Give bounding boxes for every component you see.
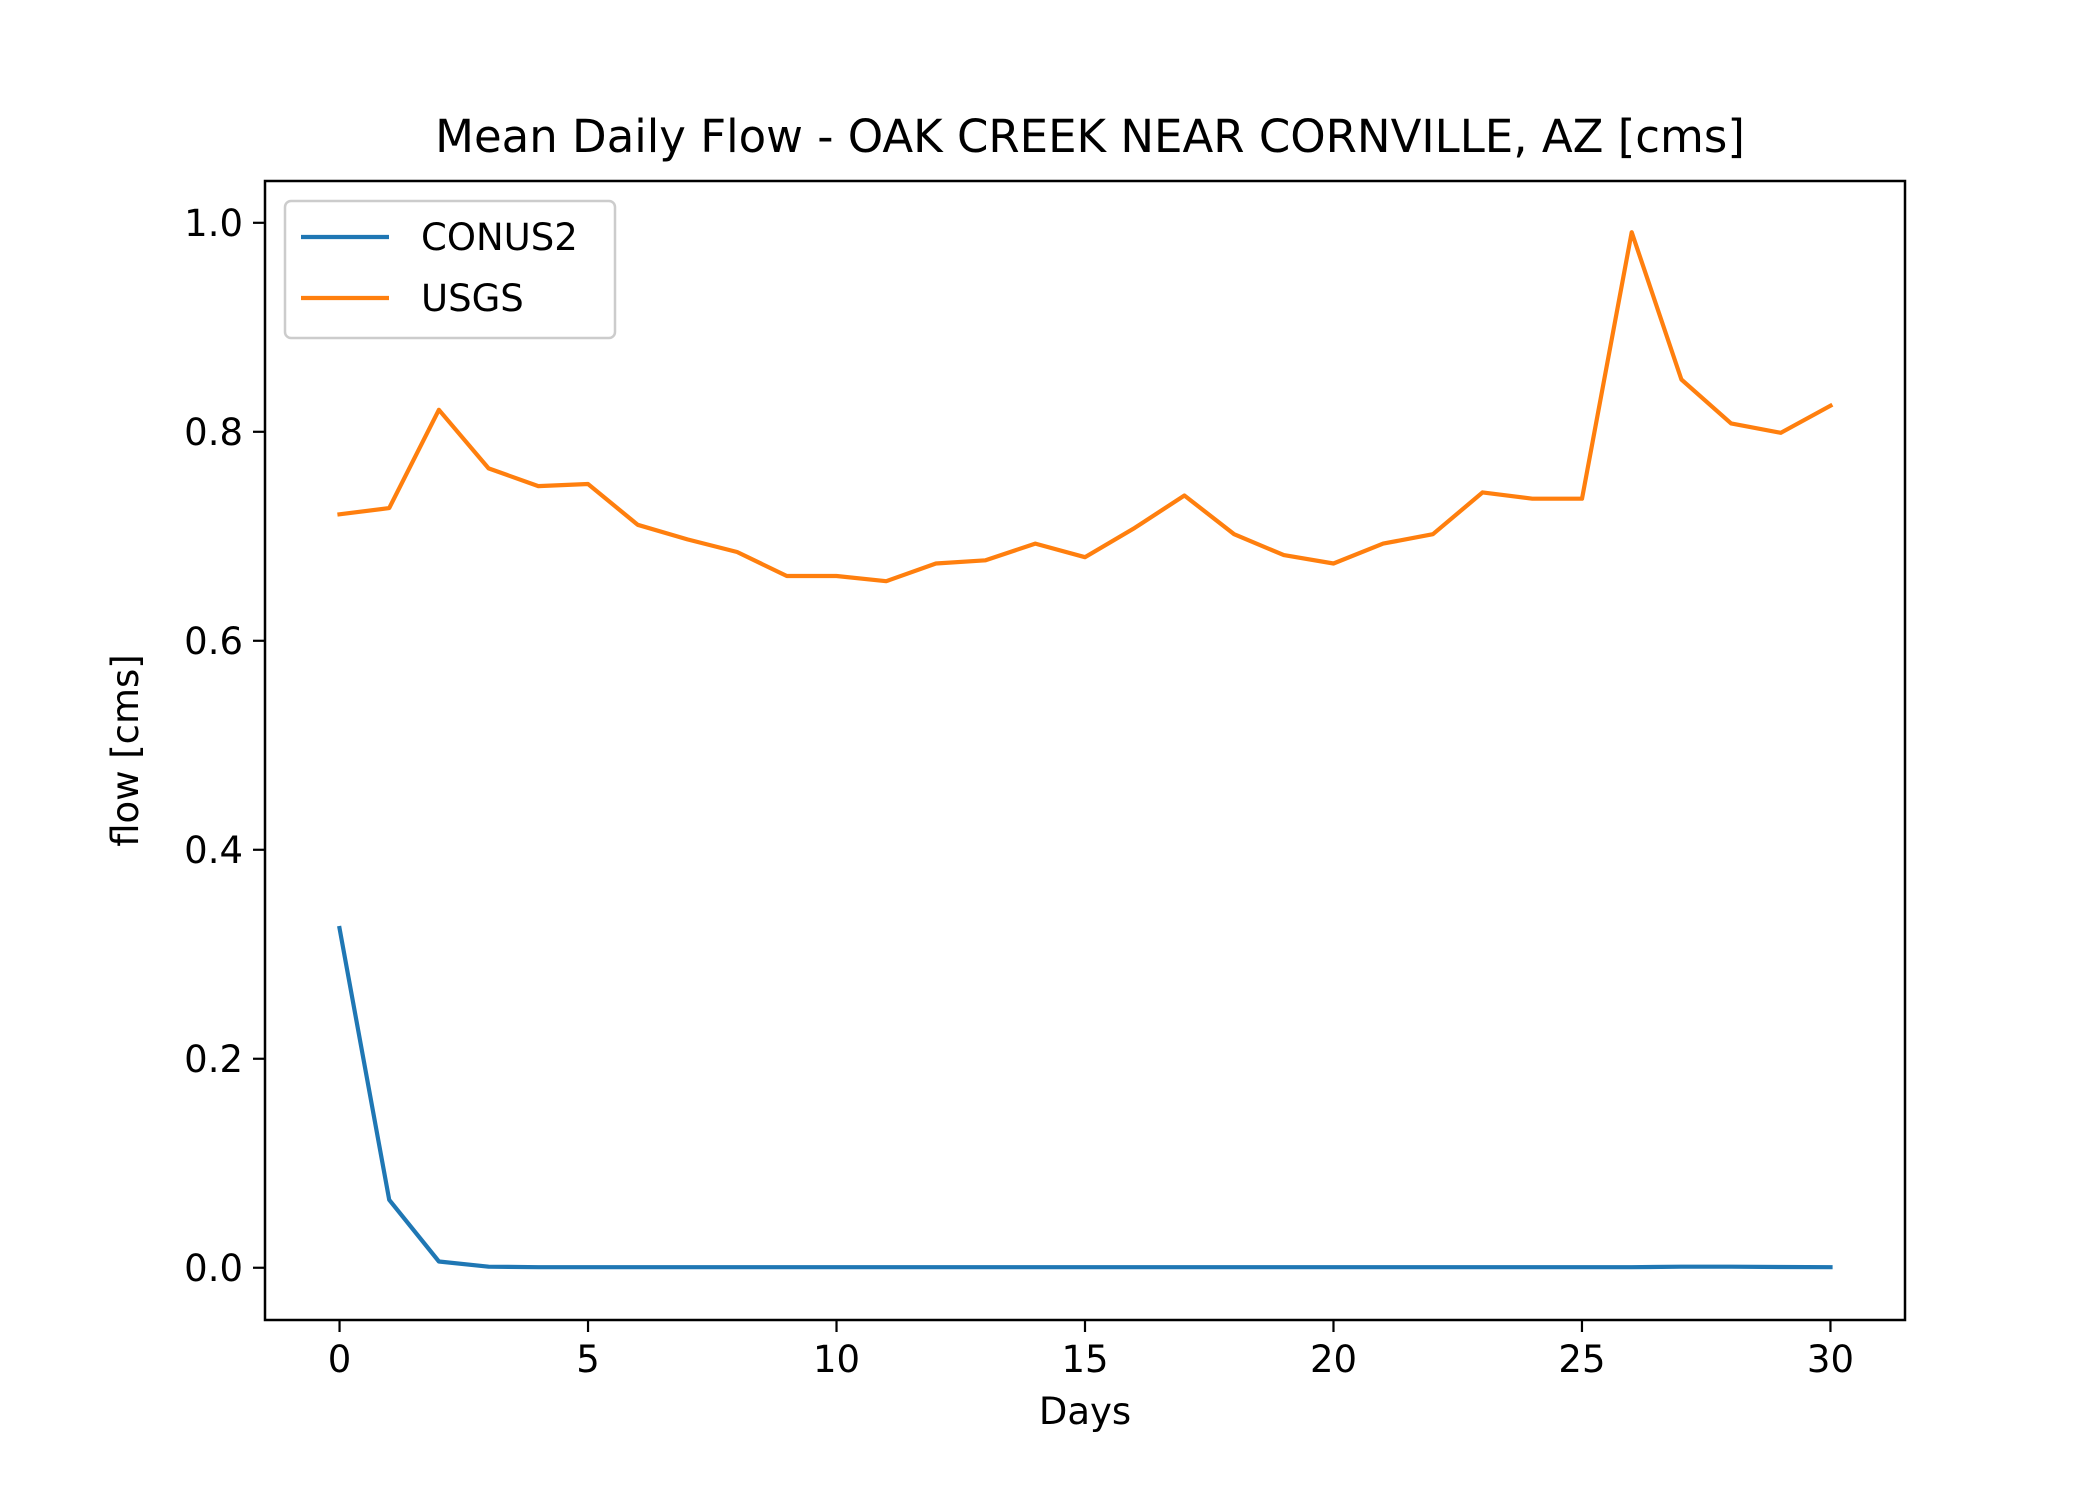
series-line-usgs bbox=[337, 230, 1834, 584]
y-tick-label: 0.6 bbox=[184, 620, 243, 663]
y-tick-label: 0.2 bbox=[184, 1038, 243, 1081]
legend: CONUS2 USGS bbox=[283, 199, 617, 340]
plot-area bbox=[337, 230, 1834, 1270]
y-tick-label: 1.0 bbox=[184, 202, 243, 245]
chart-title: Mean Daily Flow - OAK CREEK NEAR CORNVIL… bbox=[435, 110, 1745, 163]
y-tick-label: 0.8 bbox=[184, 411, 243, 454]
x-tick-label: 20 bbox=[1310, 1338, 1357, 1381]
legend-label-usgs: USGS bbox=[421, 277, 524, 320]
x-tick-label: 25 bbox=[1558, 1338, 1605, 1381]
x-tick-label: 15 bbox=[1061, 1338, 1108, 1381]
y-axis: 0.0 0.2 0.4 0.6 0.8 1.0 bbox=[184, 202, 265, 1290]
y-tick-label: 0.0 bbox=[184, 1247, 243, 1290]
series-line-conus2 bbox=[337, 925, 1833, 1270]
y-tick-label: 0.4 bbox=[184, 829, 243, 872]
legend-label-conus2: CONUS2 bbox=[421, 216, 578, 259]
y-axis-label: flow [cms] bbox=[104, 654, 147, 847]
x-tick-label: 10 bbox=[813, 1338, 860, 1381]
x-tick-label: 0 bbox=[328, 1338, 352, 1381]
x-axis-label: Days bbox=[1039, 1390, 1131, 1433]
x-axis: 0 5 10 15 20 25 30 bbox=[328, 1320, 1854, 1381]
x-tick-label: 5 bbox=[576, 1338, 600, 1381]
x-tick-label: 30 bbox=[1807, 1338, 1854, 1381]
